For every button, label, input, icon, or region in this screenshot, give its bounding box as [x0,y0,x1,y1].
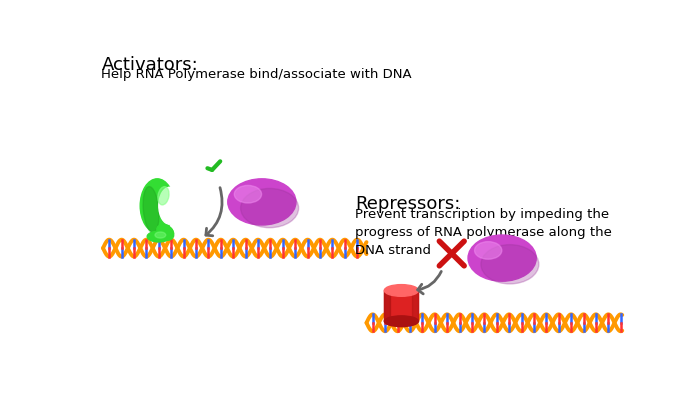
Ellipse shape [156,225,174,241]
Ellipse shape [384,316,419,327]
Ellipse shape [234,186,262,204]
Ellipse shape [241,189,299,228]
Ellipse shape [159,188,181,225]
Text: Help RNA Polymerase bind/associate with DNA: Help RNA Polymerase bind/associate with … [102,68,412,81]
Ellipse shape [143,187,159,233]
Text: Prevent transcription by impeding the
progress of RNA polymerase along the
DNA s: Prevent transcription by impeding the pr… [355,208,612,256]
Ellipse shape [468,235,536,282]
Ellipse shape [158,187,169,205]
FancyBboxPatch shape [412,291,419,321]
Ellipse shape [140,179,174,233]
Text: Repressors:: Repressors: [355,195,461,213]
Ellipse shape [147,232,170,242]
Ellipse shape [384,285,419,297]
Text: Activators:: Activators: [102,56,198,74]
Ellipse shape [475,242,502,259]
FancyBboxPatch shape [384,291,391,321]
Ellipse shape [228,179,296,225]
Ellipse shape [155,233,166,239]
Ellipse shape [481,245,539,284]
FancyBboxPatch shape [384,291,419,321]
Ellipse shape [157,225,173,238]
